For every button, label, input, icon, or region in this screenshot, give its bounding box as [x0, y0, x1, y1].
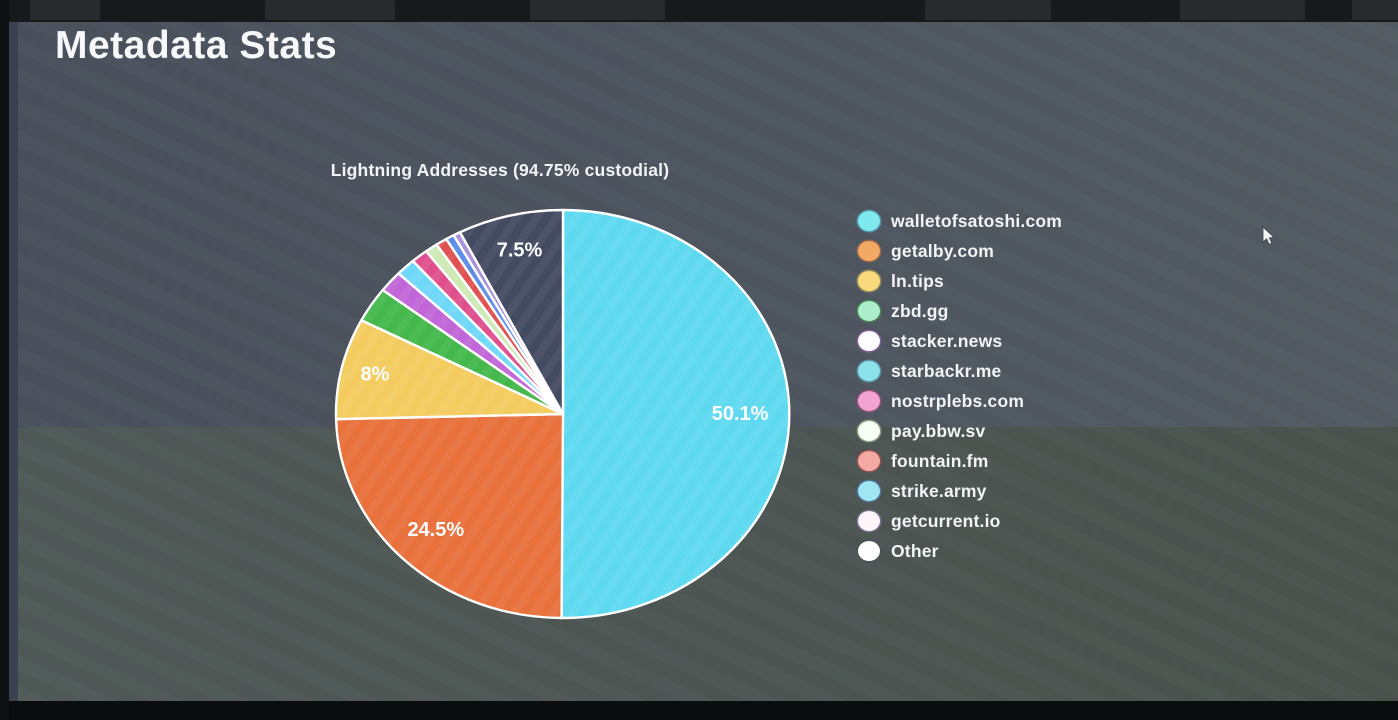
legend-label: walletofsatoshi.com — [891, 210, 1063, 231]
legend-label: stacker.news — [891, 330, 1003, 351]
legend-label: pay.bbw.sv — [891, 420, 986, 441]
legend-item: strike.army — [858, 476, 1062, 506]
legend-swatch-icon — [858, 391, 880, 411]
legend-item: getalby.com — [858, 236, 1062, 266]
legend-label: ln.tips — [891, 270, 944, 291]
legend-item: nostrplebs.com — [858, 386, 1062, 416]
legend-item: zbd.gg — [858, 296, 1062, 326]
pie-percentage-label: 24.5% — [407, 519, 464, 541]
slide: Metadata Stats Lightning Addresses (94.7… — [18, 22, 1398, 701]
legend-label: strike.army — [891, 480, 987, 501]
legend-label: getalby.com — [891, 240, 995, 261]
ceiling-object — [265, 0, 395, 20]
legend-swatch-icon — [858, 451, 880, 471]
legend-swatch-icon — [858, 241, 880, 261]
mouse-cursor-icon — [1262, 226, 1275, 245]
legend-item: walletofsatoshi.com — [858, 206, 1062, 236]
legend-label: starbackr.me — [891, 360, 1002, 381]
legend-swatch-icon — [858, 481, 880, 501]
legend-swatch-icon — [858, 511, 880, 531]
page-title: Metadata Stats — [55, 24, 338, 67]
legend-swatch-icon — [858, 331, 880, 351]
legend-item: starbackr.me — [858, 356, 1062, 386]
legend-item: pay.bbw.sv — [858, 416, 1062, 446]
room-bottom-strip — [0, 701, 1398, 720]
pie-percentage-label: 50.1% — [712, 403, 769, 425]
screen-left-band — [9, 22, 18, 701]
ceiling-object — [1352, 0, 1398, 20]
legend-label: fountain.fm — [891, 450, 989, 471]
ceiling-object — [925, 0, 1051, 20]
ceiling-object — [530, 0, 665, 20]
legend-label: Other — [891, 540, 939, 561]
legend-label: getcurrent.io — [891, 510, 1001, 531]
legend-item: ln.tips — [858, 266, 1062, 296]
pie-slice-getalby-com — [334, 412, 565, 620]
pie-chart: 50.1% 24.5% 8% 7.5% — [334, 208, 791, 620]
legend-item: stacker.news — [858, 326, 1062, 356]
legend-swatch-icon — [858, 541, 880, 561]
legend-swatch-icon — [858, 361, 880, 381]
pie-percentage-label: 7.5% — [497, 240, 543, 262]
ceiling-object — [1180, 0, 1305, 20]
room-top-strip — [0, 0, 1398, 22]
legend-swatch-icon — [858, 271, 880, 291]
legend-swatch-icon — [858, 301, 880, 321]
chart-legend: walletofsatoshi.com getalby.com ln.tips zbd… — [858, 206, 1062, 566]
legend-swatch-icon — [858, 211, 880, 231]
room-left-edge — [0, 0, 9, 720]
legend-swatch-icon — [858, 421, 880, 441]
pie-percentage-label: 8% — [361, 363, 390, 385]
chart-title: Lightning Addresses (94.75% custodial) — [330, 160, 670, 180]
legend-label: zbd.gg — [891, 300, 949, 321]
ceiling-object — [30, 0, 100, 20]
legend-item: fountain.fm — [858, 446, 1062, 476]
legend-item: Other — [858, 536, 1062, 566]
legend-item: getcurrent.io — [858, 506, 1062, 536]
legend-label: nostrplebs.com — [891, 390, 1025, 411]
